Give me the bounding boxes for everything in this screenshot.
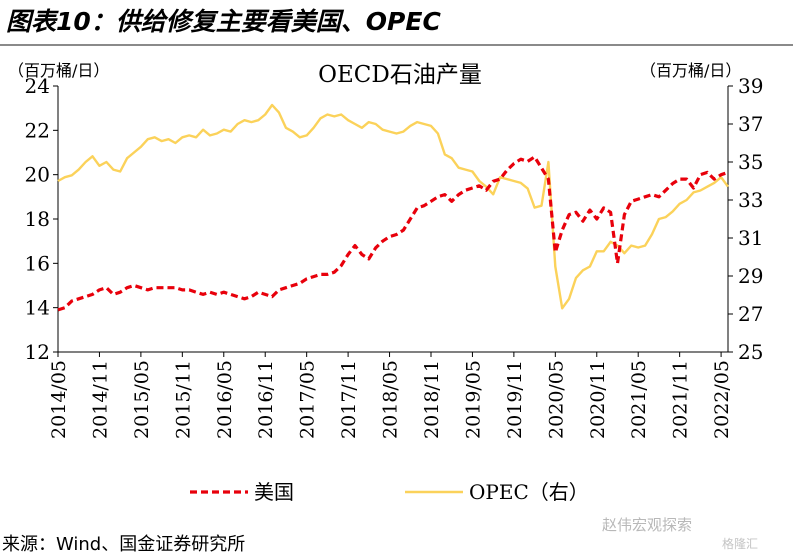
x-axis-tick-label: 2017/05 <box>297 360 319 439</box>
right-axis-unit-label: （百万桶/日） <box>640 61 741 80</box>
title-rule <box>0 44 793 46</box>
x-axis-tick-label: 2016/11 <box>255 360 277 439</box>
x-axis-tick-label: 2015/05 <box>131 360 153 439</box>
figure-title: 图表10：供给修复主要看美国、OPEC <box>6 7 441 36</box>
x-axis-tick-label: 2015/11 <box>172 360 194 439</box>
x-axis-tick-label: 2020/11 <box>587 360 609 439</box>
left-axis-unit-label: （百万桶/日） <box>8 61 109 80</box>
left-axis-tick-label: 16 <box>25 251 50 275</box>
right-axis-tick-label: 37 <box>738 112 763 136</box>
x-axis-tick-label: 2022/05 <box>711 360 733 439</box>
x-axis-tick-label: 2016/05 <box>214 360 236 439</box>
left-axis-tick-label: 24 <box>25 74 50 98</box>
x-axis-tick-label: 2021/11 <box>670 360 692 439</box>
right-axis-tick-label: 29 <box>738 264 763 288</box>
chart-axes: 12 14 16 18 20 22 24 25 27 29 31 33 35 37 39 2014/05 201… <box>25 74 764 439</box>
right-axis-tick-label: 25 <box>738 340 763 364</box>
x-axis-tick-label: 2014/05 <box>48 360 70 439</box>
x-axis-tick-label: 2018/11 <box>421 360 443 439</box>
x-axis-tick-label: 2017/11 <box>338 360 360 439</box>
x-axis-tick-label: 2014/11 <box>89 360 111 439</box>
right-axis-tick-label: 31 <box>738 226 763 250</box>
watermark-secondary: 格隆汇 <box>722 537 759 551</box>
watermark: 赵伟宏观探索 <box>602 516 693 534</box>
left-axis-tick-label: 12 <box>25 340 50 364</box>
right-axis-tick-label: 39 <box>738 74 763 98</box>
series-line-us <box>57 155 729 312</box>
legend-item-us-label: 美国 <box>254 480 294 504</box>
legend-item-opec-label: OPEC（右） <box>469 480 589 504</box>
x-axis-tick-label: 2019/11 <box>504 360 526 439</box>
right-axis-tick-label: 27 <box>738 302 763 326</box>
chart-legend: 美国 OPEC（右） <box>190 480 589 504</box>
left-axis-tick-label: 14 <box>25 296 50 320</box>
source-note: 来源：Wind、国金证券研究所 <box>2 534 246 555</box>
chart-series <box>57 103 729 312</box>
left-axis-tick-label: 22 <box>25 118 50 142</box>
x-axis-tick-label: 2019/05 <box>462 360 484 439</box>
right-axis-tick-label: 35 <box>738 150 763 174</box>
x-axis-tick-label: 2021/05 <box>628 360 650 439</box>
right-axis-tick-label: 33 <box>738 188 763 212</box>
x-axis-tick-label: 2018/05 <box>380 360 402 439</box>
chart-title: OECD石油产量 <box>318 62 482 88</box>
left-axis-tick-label: 18 <box>25 207 50 231</box>
x-axis-tick-label: 2020/05 <box>545 360 567 439</box>
left-axis-tick-label: 20 <box>25 163 50 187</box>
